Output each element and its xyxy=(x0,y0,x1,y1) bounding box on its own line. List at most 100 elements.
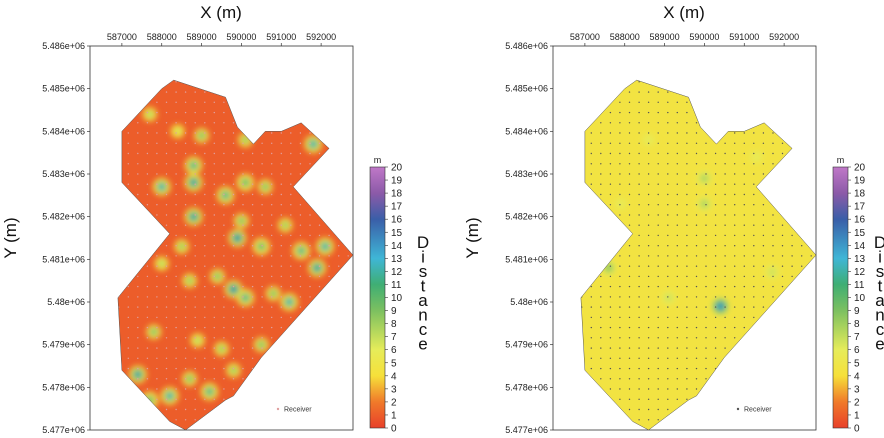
receiver-2-127 xyxy=(714,316,717,319)
receiver-2-370 xyxy=(676,183,678,185)
receiver-1-290 xyxy=(309,234,311,237)
receiver-1-221 xyxy=(204,265,206,267)
colorbar-tick-label-1-4: 4 xyxy=(391,371,397,382)
receiver-2-175 xyxy=(609,285,612,288)
receiver-1-97 xyxy=(127,326,129,329)
receiver-2-130 xyxy=(743,316,745,319)
receiver-1-57 xyxy=(175,357,177,359)
receiver-1-268 xyxy=(271,245,273,247)
receiver-2-106 xyxy=(676,326,678,329)
x-axis-title-1: X (m) xyxy=(200,3,242,22)
receiver-2-430 xyxy=(705,152,707,155)
receiver-1-380 xyxy=(137,173,139,175)
receiver-1-331 xyxy=(184,204,187,206)
receiver-2-190 xyxy=(753,285,755,288)
receiver-2-78 xyxy=(705,347,707,349)
receiver-1-428 xyxy=(223,152,225,155)
receiver-2-183 xyxy=(686,285,688,288)
receiver-1-507 xyxy=(194,91,196,93)
receiver-2-458 xyxy=(781,142,784,144)
x-axis-title-2: X (m) xyxy=(663,3,705,22)
receiver-1-299 xyxy=(223,224,225,226)
receiver-2-136 xyxy=(619,306,621,308)
receiver-1-395 xyxy=(280,173,282,175)
receiver-1-15 xyxy=(223,398,225,400)
receiver-1-267 xyxy=(261,245,263,247)
receiver-1-254 xyxy=(328,255,330,257)
receiver-1-19 xyxy=(175,388,177,390)
receiver-1-309 xyxy=(318,224,321,226)
receiver-2-96 xyxy=(734,337,736,339)
receiver-1-125 xyxy=(232,316,235,319)
receiver-1-393 xyxy=(261,173,263,175)
receiver-2-389 xyxy=(686,173,688,175)
receiver-1-319 xyxy=(242,214,244,216)
receiver-2-479 xyxy=(628,122,631,124)
hotspot-1-32-ring-0 xyxy=(167,393,173,399)
x-tick-label-1-4: 591000 xyxy=(266,32,296,42)
receiver-2-158 xyxy=(638,296,640,298)
colorbar-tick-label-1-0: 0 xyxy=(391,424,397,435)
receiver-2-507 xyxy=(657,91,659,93)
receiver-1-281 xyxy=(223,234,225,237)
receiver-1-368 xyxy=(194,183,196,185)
receiver-2-289 xyxy=(762,234,765,237)
receiver-2-286 xyxy=(734,234,736,237)
receiver-1-488 xyxy=(156,111,158,114)
receiver-2-210 xyxy=(753,275,755,278)
receiver-1-275 xyxy=(338,245,340,247)
receiver-2-135 xyxy=(609,306,612,308)
receiver-2-53 xyxy=(600,357,602,359)
receiver-2-322 xyxy=(734,214,736,216)
receiver-2-388 xyxy=(676,173,678,175)
receiver-2-362 xyxy=(600,183,602,185)
receiver-2-163 xyxy=(686,296,688,298)
receiver-2-393 xyxy=(724,173,726,175)
y-tick-label-1-7: 5.484e+06 xyxy=(42,126,85,136)
receiver-1-172 xyxy=(309,296,311,298)
receiver-1-12 xyxy=(194,398,196,400)
hotspot-1-7-ring-0 xyxy=(242,180,248,185)
receiver-2-287 xyxy=(743,234,745,237)
receiver-1-92 xyxy=(232,337,235,339)
receiver-1-25 xyxy=(232,388,235,390)
colorbar-tick-label-2-13: 13 xyxy=(854,254,866,265)
receiver-2-433 xyxy=(734,152,736,155)
receiver-2-371 xyxy=(686,183,688,185)
receiver-2-198 xyxy=(638,275,640,278)
receiver-1-384 xyxy=(175,173,177,175)
receiver-2-161 xyxy=(667,296,669,298)
receiver-1-134 xyxy=(137,306,139,308)
receiver-1-95 xyxy=(261,337,263,339)
receiver-1-123 xyxy=(213,316,215,319)
receiver-1-450 xyxy=(232,142,235,144)
receiver-1-389 xyxy=(223,173,225,175)
receiver-2-153 xyxy=(590,296,592,298)
receiver-2-110 xyxy=(714,326,717,329)
receiver-1-34 xyxy=(213,378,215,380)
hotspot-1-12-ring-0 xyxy=(238,218,244,224)
receiver-1-471 xyxy=(271,132,273,134)
receiver-2-169 xyxy=(743,296,745,298)
receiver-2-486 xyxy=(695,122,698,124)
receiver-1-506 xyxy=(184,91,187,93)
receiver-1-148 xyxy=(271,306,273,308)
receiver-2-64 xyxy=(705,357,707,359)
receiver-1-207 xyxy=(261,275,263,278)
receiver-1-52 xyxy=(127,357,129,359)
receiver-1-256 xyxy=(347,255,349,257)
colorbar-tick-label-2-18: 18 xyxy=(854,189,866,200)
receiver-2-327 xyxy=(609,204,612,206)
receiver-2-438 xyxy=(781,152,784,155)
hotspot-1-10-ring-0 xyxy=(223,192,228,198)
colorbar-tick-label-1-13: 13 xyxy=(391,254,403,265)
receiver-1-500 xyxy=(194,101,196,104)
receiver-1-406 xyxy=(204,163,206,165)
receiver-1-227 xyxy=(261,265,263,267)
receiver-1-238 xyxy=(175,255,177,257)
receiver-2-403 xyxy=(638,163,640,165)
colorbar-tick-label-1-10: 10 xyxy=(391,293,403,304)
receiver-2-446 xyxy=(657,142,659,144)
receiver-2-9 xyxy=(628,398,631,400)
receiver-1-87 xyxy=(184,337,187,339)
